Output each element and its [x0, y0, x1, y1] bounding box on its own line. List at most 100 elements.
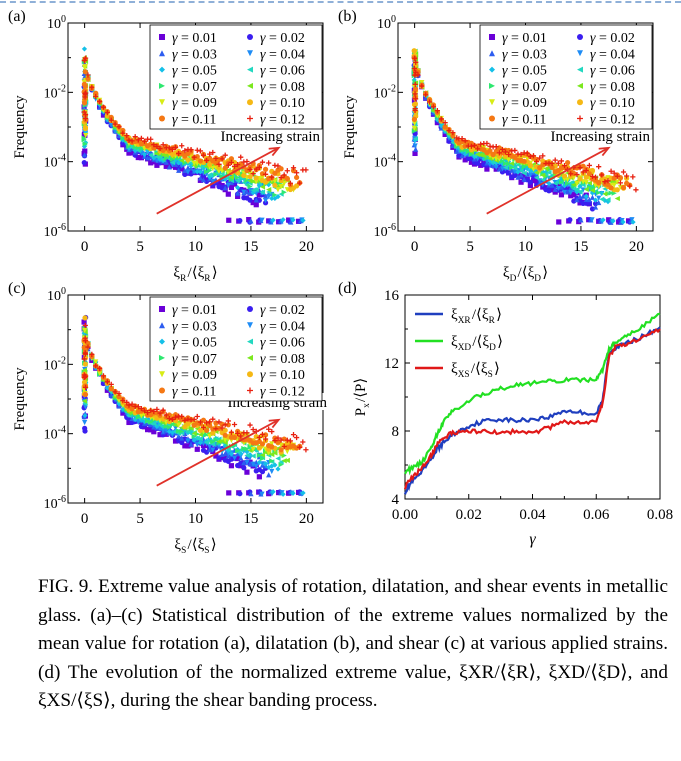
data-point — [244, 189, 250, 195]
strain-arrow — [486, 147, 610, 215]
x-tick-label: 10 — [188, 239, 203, 255]
data-point — [620, 219, 626, 225]
data-point — [213, 426, 219, 432]
data-point — [272, 195, 278, 202]
data-point — [300, 217, 306, 224]
data-point — [235, 174, 241, 181]
data-point — [487, 162, 493, 168]
data-point — [499, 158, 506, 164]
legend-marker — [489, 82, 495, 89]
data-point — [210, 178, 216, 184]
legend-marker — [489, 115, 495, 122]
x-tick-label: 5 — [136, 511, 144, 527]
data-point — [163, 155, 169, 161]
data-point — [197, 158, 203, 164]
data-point — [462, 151, 468, 157]
strain-arrow — [156, 419, 280, 487]
data-point — [82, 125, 89, 132]
data-point — [259, 184, 266, 190]
data-point — [163, 412, 169, 418]
data-point — [509, 167, 515, 173]
data-point — [116, 124, 122, 130]
strain-arrow — [156, 147, 280, 215]
data-point — [596, 195, 602, 201]
data-point — [166, 164, 172, 170]
data-point — [203, 420, 210, 426]
data-point — [272, 170, 278, 176]
data-point — [253, 202, 259, 208]
data-point — [250, 426, 256, 433]
data-point — [210, 447, 216, 453]
data-point — [231, 159, 238, 166]
data-point — [194, 435, 200, 441]
data-point — [256, 183, 262, 189]
data-point — [247, 166, 253, 173]
data-point — [259, 431, 266, 437]
data-point — [185, 438, 191, 444]
data-point — [151, 159, 157, 165]
data-point — [200, 424, 207, 431]
data-point — [269, 458, 275, 464]
data-point — [540, 153, 546, 159]
data-point — [413, 69, 419, 75]
data-point — [176, 167, 182, 173]
data-point — [558, 158, 565, 164]
data-point — [191, 416, 197, 423]
data-point — [259, 189, 266, 195]
data-point — [262, 432, 269, 438]
data-point — [148, 136, 154, 142]
data-point — [203, 427, 210, 433]
data-point — [213, 420, 219, 426]
data-point — [275, 435, 281, 441]
data-point — [135, 414, 141, 420]
data-point — [506, 161, 512, 167]
data-point — [247, 197, 253, 203]
legend-marker — [577, 34, 583, 40]
x-tick-label: 5 — [466, 239, 474, 255]
data-point — [138, 413, 144, 419]
legend-label: γ = 0.09 — [502, 96, 547, 111]
data-point — [540, 172, 546, 178]
data-point — [608, 168, 614, 174]
data-point — [253, 197, 259, 203]
data-point — [592, 197, 599, 203]
legend-marker — [247, 338, 253, 345]
data-point — [481, 159, 487, 165]
data-point — [502, 164, 509, 170]
data-point — [93, 359, 99, 365]
data-point — [138, 405, 144, 412]
data-point — [182, 167, 188, 174]
panel-label: (d) — [338, 280, 357, 297]
data-point — [616, 219, 622, 225]
data-point — [213, 453, 219, 459]
data-point — [284, 168, 290, 174]
x-axis-label: ξR /⟨ξR ⟩ — [173, 265, 217, 284]
data-point — [219, 454, 225, 461]
data-point — [82, 315, 88, 321]
data-point — [571, 186, 577, 192]
data-point — [135, 154, 141, 161]
x-tick-label: 20 — [299, 239, 314, 255]
panel-label: (a) — [8, 8, 26, 25]
data-point — [290, 165, 297, 171]
data-point — [253, 179, 259, 185]
data-point — [124, 133, 130, 139]
data-point — [148, 152, 154, 158]
data-point — [281, 443, 287, 450]
data-point — [231, 434, 238, 441]
data-point — [442, 124, 448, 130]
data-point — [266, 450, 272, 456]
data-point — [82, 69, 88, 75]
data-point — [561, 163, 568, 169]
scatter-points — [81, 46, 309, 225]
data-point — [250, 453, 256, 459]
y-tick-label: 10-4 — [44, 153, 66, 171]
data-point — [244, 430, 250, 436]
data-point — [148, 427, 154, 433]
strain-arrow-head — [598, 146, 611, 157]
data-point — [487, 148, 493, 154]
data-point — [611, 182, 617, 188]
data-point — [82, 94, 88, 100]
data-point — [633, 187, 639, 193]
legend-label: γ = 0.09 — [172, 368, 217, 383]
